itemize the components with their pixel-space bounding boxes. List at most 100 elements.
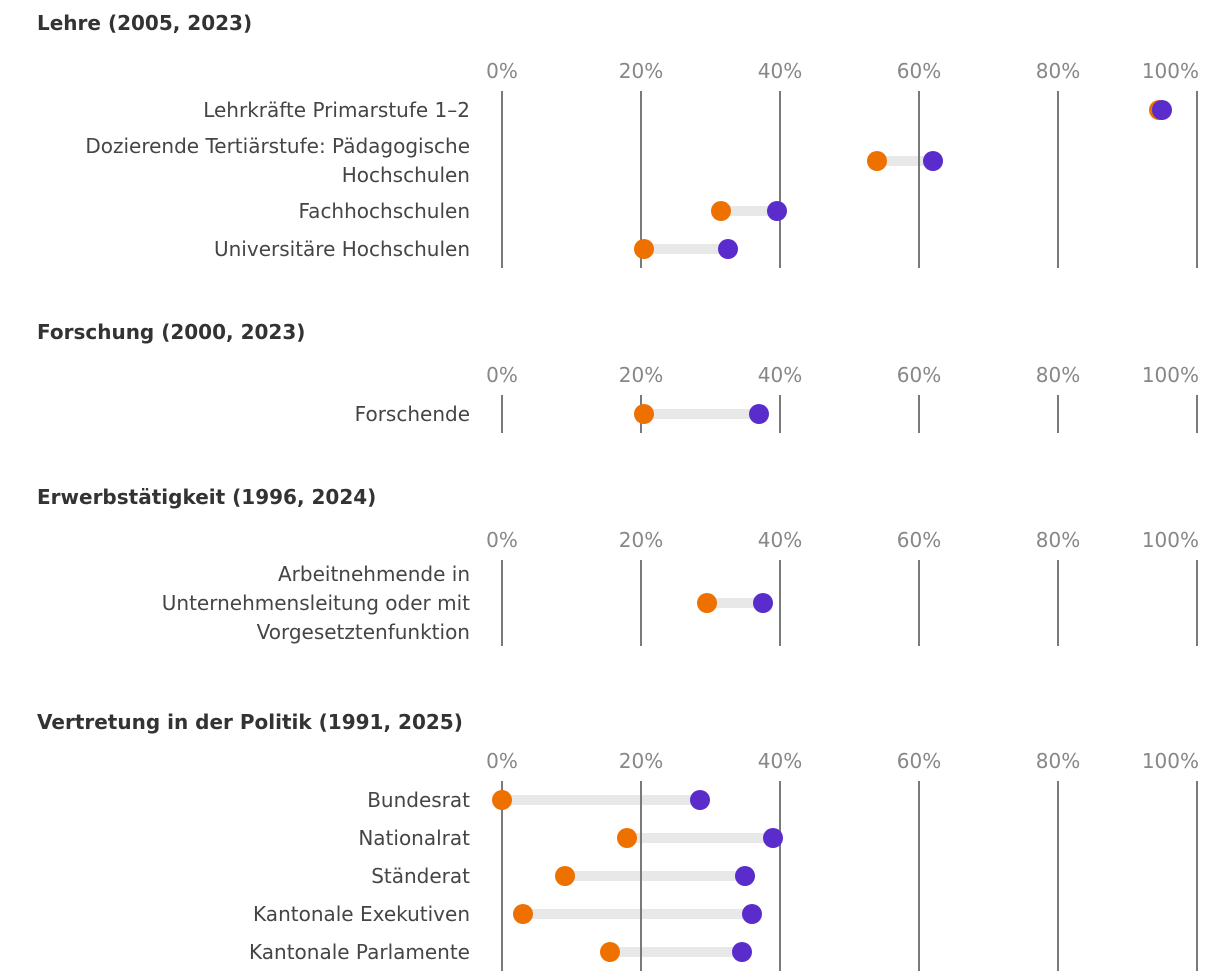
start-year-dot xyxy=(634,239,655,259)
chart-row: Bundesrat xyxy=(0,781,1220,819)
dumbbell-connector xyxy=(522,909,753,919)
plot-area xyxy=(502,857,1197,895)
row-label-line: Unternehmensleitung oder mit xyxy=(161,590,470,615)
row-label-line: Kantonale Exekutiven xyxy=(253,901,470,926)
row-label: Fachhochschulen xyxy=(0,192,502,230)
axis-tick-label: 100% xyxy=(1141,749,1199,773)
dumbbell-connector xyxy=(707,598,763,608)
axis-tick-label: 20% xyxy=(618,528,664,552)
row-label: Forschende xyxy=(0,395,502,433)
axis-tick-label: 20% xyxy=(618,363,664,387)
row-label-line: Nationalrat xyxy=(358,825,470,850)
row-label: Nationalrat xyxy=(0,819,502,857)
dumbbell-connector xyxy=(720,206,777,216)
start-year-dot xyxy=(492,790,512,810)
axis-tick-label: 80% xyxy=(1035,363,1081,387)
axis-tick-label: 40% xyxy=(757,59,803,83)
row-label: Arbeitnehmende in Unternehmensleitung ode… xyxy=(0,560,502,646)
axis-tick-label: 80% xyxy=(1035,59,1081,83)
end-year-dot xyxy=(922,150,943,171)
section-title: Lehre (2005, 2023) xyxy=(37,11,253,35)
axis-tick-label: 40% xyxy=(757,749,803,773)
dumbbell-connector xyxy=(564,871,746,881)
row-label: Kantonale Parlamente xyxy=(0,933,502,971)
axis-tick-label: 100% xyxy=(1141,363,1199,387)
chart-row: Universitäre Hochschulen xyxy=(0,230,1220,268)
chart-section: Lehre (2005, 2023) 0% 20% 40% 60% 80% 100% Lehr… xyxy=(0,10,1220,268)
chart-row: Fachhochschulen xyxy=(0,192,1220,230)
row-label-line: Universitäre Hochschulen xyxy=(213,236,470,261)
end-year-dot xyxy=(717,239,738,259)
plot-area xyxy=(492,781,1197,819)
row-label-line: Dozierende Tertiärstufe: Pädagogische xyxy=(85,133,470,158)
section-title: Vertretung in der Politik (1991, 2025) xyxy=(37,710,463,734)
axis-tick-label: 20% xyxy=(618,749,664,773)
end-year-dot xyxy=(690,790,711,810)
end-year-dot xyxy=(731,942,752,962)
dumbbell-connector xyxy=(644,244,728,254)
axis-tick-label: 60% xyxy=(896,59,942,83)
start-year-dot xyxy=(512,904,533,924)
start-year-dot xyxy=(634,404,655,424)
rows-area: Arbeitnehmende in Unternehmensleitung ode… xyxy=(0,560,1220,646)
axis-tick-label: 60% xyxy=(896,749,942,773)
dumbbell-connector xyxy=(502,795,701,805)
axis-tick-label: 0% xyxy=(486,749,518,773)
row-label-line: Fachhochschulen xyxy=(298,198,470,223)
chart-row: Lehrkräfte Primarstufe 1–2 xyxy=(0,91,1220,129)
row-label: Kantonale Exekutiven xyxy=(0,895,502,933)
row-label: Lehrkräfte Primarstufe 1–2 xyxy=(0,91,502,129)
end-year-dot xyxy=(752,593,773,613)
section-title: Erwerbstätigkeit (1996, 2024) xyxy=(37,485,377,509)
dumbbell-connector xyxy=(877,155,933,166)
plot-area xyxy=(502,895,1197,933)
row-label-line: Bundesrat xyxy=(367,787,470,812)
section-title: Forschung (2000, 2023) xyxy=(37,320,306,344)
plot-area xyxy=(502,129,1197,192)
row-label: Bundesrat xyxy=(0,781,502,819)
dumbbell-connector xyxy=(644,409,760,419)
axis-row: 0% 20% 40% 60% 80% 100% xyxy=(486,36,1199,91)
axis-tick-label: 60% xyxy=(896,528,942,552)
axis-tick-label: 40% xyxy=(757,363,803,387)
end-year-dot xyxy=(1152,100,1173,120)
start-year-dot xyxy=(554,866,575,886)
dumbbell-connector xyxy=(627,833,774,843)
dumbbell-connector xyxy=(609,947,742,957)
chart-section: Vertretung in der Politik (1991, 2025) 0%… xyxy=(0,709,1220,971)
axis-tick-label: 60% xyxy=(896,363,942,387)
chart-row: Forschende xyxy=(0,395,1220,433)
start-year-dot xyxy=(617,828,638,848)
start-year-dot xyxy=(867,150,888,171)
axis-row: 0% 20% 40% 60% 80% 100% xyxy=(486,735,1199,781)
row-label-line: Arbeitnehmende in xyxy=(277,561,470,586)
plot-area xyxy=(502,230,1197,268)
plot-area xyxy=(502,395,1197,433)
axis-tick-label: 0% xyxy=(486,59,518,83)
axis-tick-label: 20% xyxy=(618,59,664,83)
row-label: Dozierende Tertiärstufe: Pädagogische Hoc… xyxy=(0,129,502,192)
rows-area: Forschende xyxy=(0,395,1220,433)
axis-tick-label: 80% xyxy=(1035,528,1081,552)
row-label-line: Lehrkräfte Primarstufe 1–2 xyxy=(203,97,470,122)
plot-area xyxy=(502,819,1197,857)
axis-tick-label: 100% xyxy=(1141,528,1199,552)
row-label: Universitäre Hochschulen xyxy=(0,230,502,268)
end-year-dot xyxy=(742,904,763,924)
rows-area: Lehrkräfte Primarstufe 1–2 Dozierende Ter… xyxy=(0,91,1220,268)
rows-area: Bundesrat Nationalrat Ständerat Kantonale E… xyxy=(0,781,1220,971)
end-year-dot xyxy=(749,404,770,424)
chart-row: Kantonale Parlamente xyxy=(0,933,1220,971)
start-year-dot xyxy=(599,942,620,962)
end-year-dot xyxy=(735,866,756,886)
plot-area xyxy=(502,560,1197,646)
chart-row: Arbeitnehmende in Unternehmensleitung ode… xyxy=(0,560,1220,646)
chart-row: Dozierende Tertiärstufe: Pädagogische Hoc… xyxy=(0,129,1220,192)
chart-row: Kantonale Exekutiven xyxy=(0,895,1220,933)
axis-row: 0% 20% 40% 60% 80% 100% xyxy=(486,510,1199,560)
axis-tick-label: 80% xyxy=(1035,749,1081,773)
row-label-line: Hochschulen xyxy=(341,162,470,187)
plot-area xyxy=(502,933,1197,971)
start-year-dot xyxy=(697,593,718,613)
